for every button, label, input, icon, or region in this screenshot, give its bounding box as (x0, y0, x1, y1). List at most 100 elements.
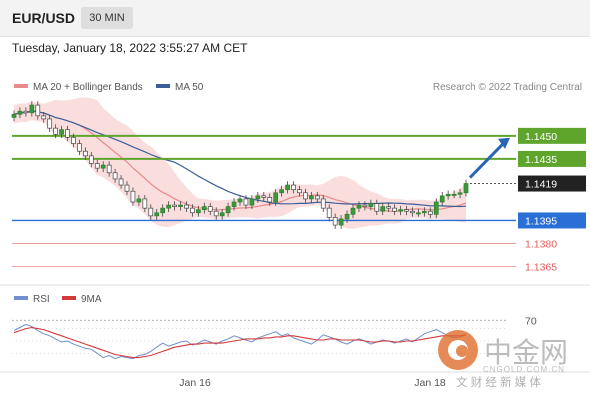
rsi-ma-legend-swatch (62, 296, 76, 300)
candle (451, 193, 457, 196)
resistance-level-label: 1.1435 (525, 154, 557, 166)
candle (65, 129, 70, 138)
candle (178, 204, 183, 207)
x-tick-label: Jan 18 (414, 377, 446, 389)
ma20-legend-label: MA 20 + Bollinger Bands (33, 82, 143, 93)
candle (332, 217, 338, 226)
candle (112, 172, 118, 180)
candle (130, 190, 136, 203)
bollinger-band (14, 97, 466, 229)
candle (237, 198, 243, 203)
candle (309, 195, 314, 200)
candle (35, 104, 41, 117)
candles-group (11, 101, 469, 229)
current-price-level-label: 1.1419 (525, 179, 557, 191)
candle (71, 137, 76, 144)
candle (148, 207, 154, 217)
candle (160, 207, 166, 214)
forecast-arrowhead (498, 137, 510, 149)
candle (350, 207, 356, 215)
candle (29, 104, 35, 114)
candle (184, 204, 189, 209)
candle (410, 210, 415, 214)
candle (404, 209, 409, 212)
watermark-subtitle: 文 财 经 新 媒 体 (456, 375, 541, 389)
main-legend: MA 20 + Bollinger Bands MA 50 (14, 82, 204, 93)
ma20-line (13, 110, 467, 213)
symbol-label: EUR/USD (12, 10, 76, 26)
pivot-level-label: 1.1395 (525, 215, 557, 227)
candle (77, 143, 82, 152)
candle (190, 207, 195, 214)
watermark-main-text: 中金网 (484, 337, 568, 368)
interval-button[interactable]: 30 MIN (81, 7, 133, 29)
candle (303, 192, 308, 200)
rsi-level-label: 70 (525, 315, 537, 327)
resistance-level-label: 1.1450 (525, 131, 557, 143)
candle (100, 164, 106, 169)
candle (219, 212, 225, 217)
candle (249, 198, 255, 206)
candle (386, 206, 392, 209)
ma20-legend-swatch (14, 84, 28, 88)
candle (41, 115, 47, 120)
candle (83, 150, 88, 157)
candle (427, 210, 433, 215)
candle (88, 155, 94, 164)
chart-datetime: Tuesday, January 18, 2022 3:55:27 AM CET (12, 41, 248, 55)
rsi-legend-swatch (14, 296, 28, 300)
candle (207, 206, 213, 212)
candle (124, 184, 130, 192)
candle (439, 195, 445, 203)
candle (172, 204, 177, 207)
resistance-level-label-bg (518, 127, 586, 144)
candle (445, 193, 451, 197)
candle (344, 213, 350, 220)
candle (314, 195, 320, 200)
candle (285, 184, 290, 191)
candle (118, 178, 124, 186)
candle (338, 218, 344, 226)
watermark-circle-dot (456, 345, 468, 357)
source-credit: Research © 2022 Trading Central (433, 82, 582, 93)
candle (53, 127, 58, 135)
candle (273, 192, 279, 203)
rsi-legend-label: RSI (33, 294, 50, 305)
candle (368, 203, 374, 207)
candle (23, 110, 29, 114)
resistance-level-label-bg (518, 150, 586, 167)
rsi-legend: RSI 9MA (14, 294, 102, 305)
candle (362, 204, 368, 207)
candle (374, 203, 380, 212)
candle (136, 198, 142, 203)
candle (213, 210, 219, 217)
candle (463, 183, 469, 194)
candle (291, 184, 296, 191)
candle (47, 118, 53, 129)
candle (154, 212, 160, 217)
candle (416, 212, 421, 215)
x-tick-label: Jan 16 (179, 377, 211, 389)
candle (320, 198, 326, 209)
rsi-ma-line (13, 326, 467, 359)
candle (196, 209, 201, 214)
current-price-level-label-bg (518, 175, 586, 192)
candle (201, 206, 207, 211)
candle (457, 192, 463, 195)
candle (255, 195, 261, 200)
candle (94, 163, 100, 169)
candle (297, 189, 302, 194)
candle (433, 201, 439, 215)
candle (142, 198, 148, 209)
ma50-legend-swatch (156, 84, 170, 88)
candle (17, 110, 23, 115)
pivot-level-label-bg (518, 212, 586, 229)
candle (326, 207, 332, 218)
forecast-arrow (468, 141, 506, 179)
candle (380, 206, 386, 212)
candle (392, 207, 397, 212)
support-level-label: 1.1365 (525, 262, 557, 274)
candle (261, 195, 267, 198)
